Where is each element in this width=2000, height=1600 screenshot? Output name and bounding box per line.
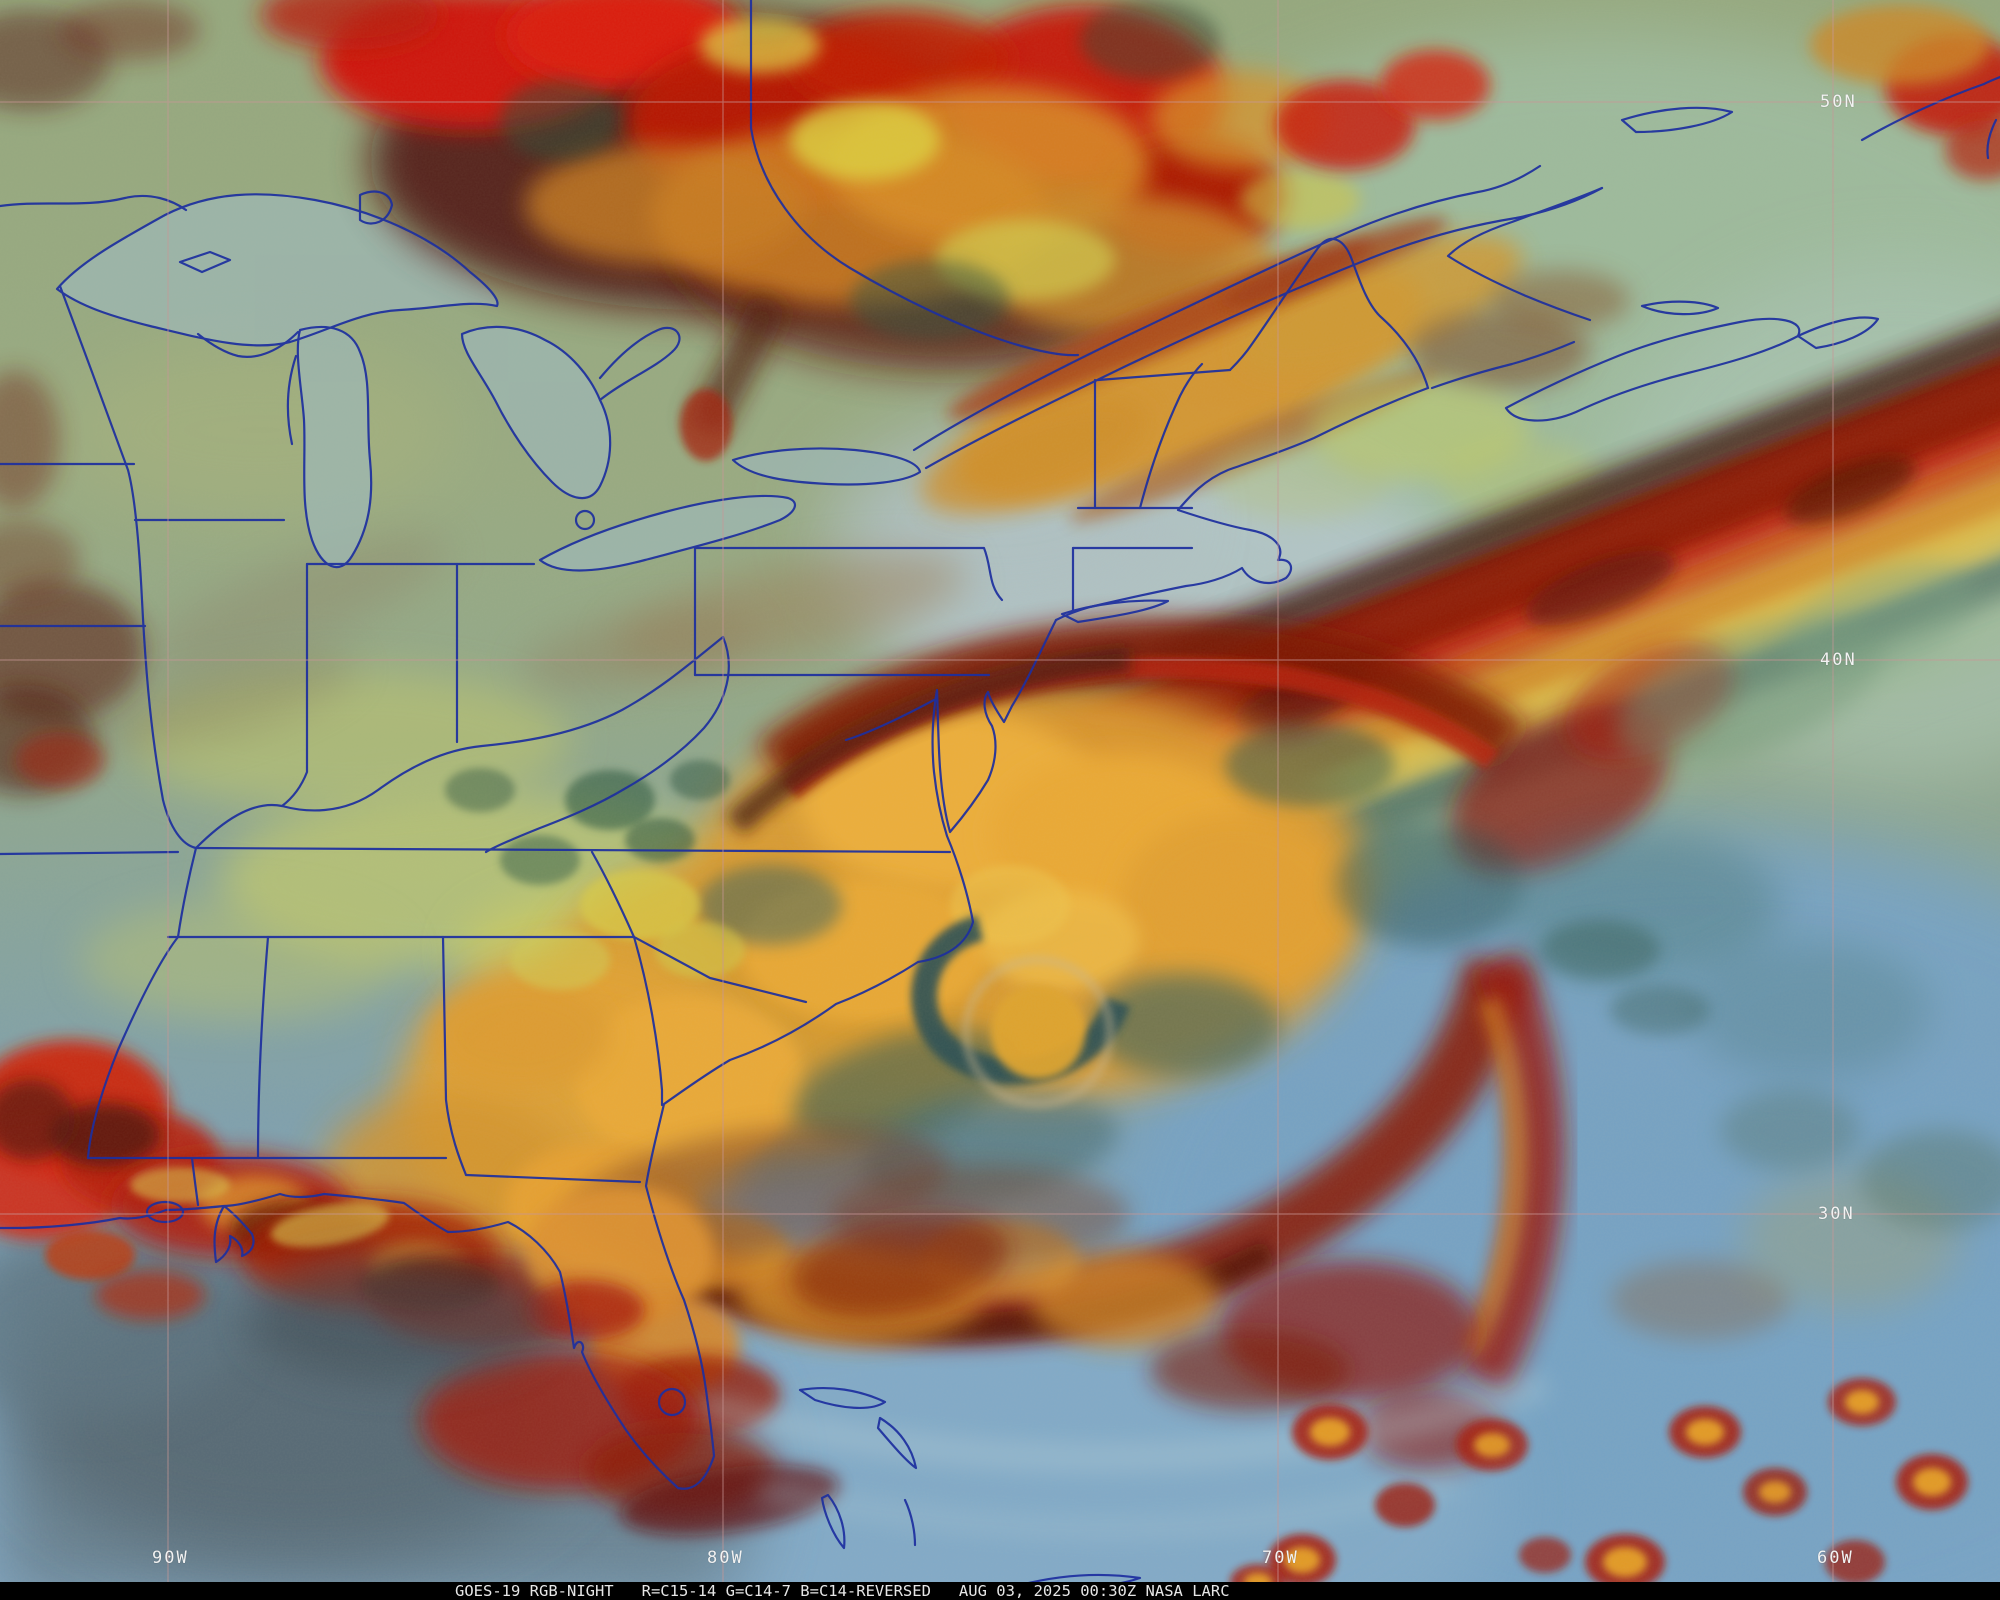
longitude-label-70w: 70W <box>1262 1548 1299 1568</box>
caption-bar: GOES-19 RGB-NIGHT R=C15-14 G=C14-7 B=C14… <box>0 1582 2000 1600</box>
latitude-label-30n: 30N <box>1818 1204 1855 1224</box>
longitude-label-60w: 60W <box>1817 1548 1854 1568</box>
latitude-label-40n: 40N <box>1820 650 1857 670</box>
latitude-label-50n: 50N <box>1820 92 1857 112</box>
longitude-label-90w: 90W <box>152 1548 189 1568</box>
longitude-label-80w: 80W <box>707 1548 744 1568</box>
caption-text: GOES-19 RGB-NIGHT R=C15-14 G=C14-7 B=C14… <box>455 1582 1230 1600</box>
